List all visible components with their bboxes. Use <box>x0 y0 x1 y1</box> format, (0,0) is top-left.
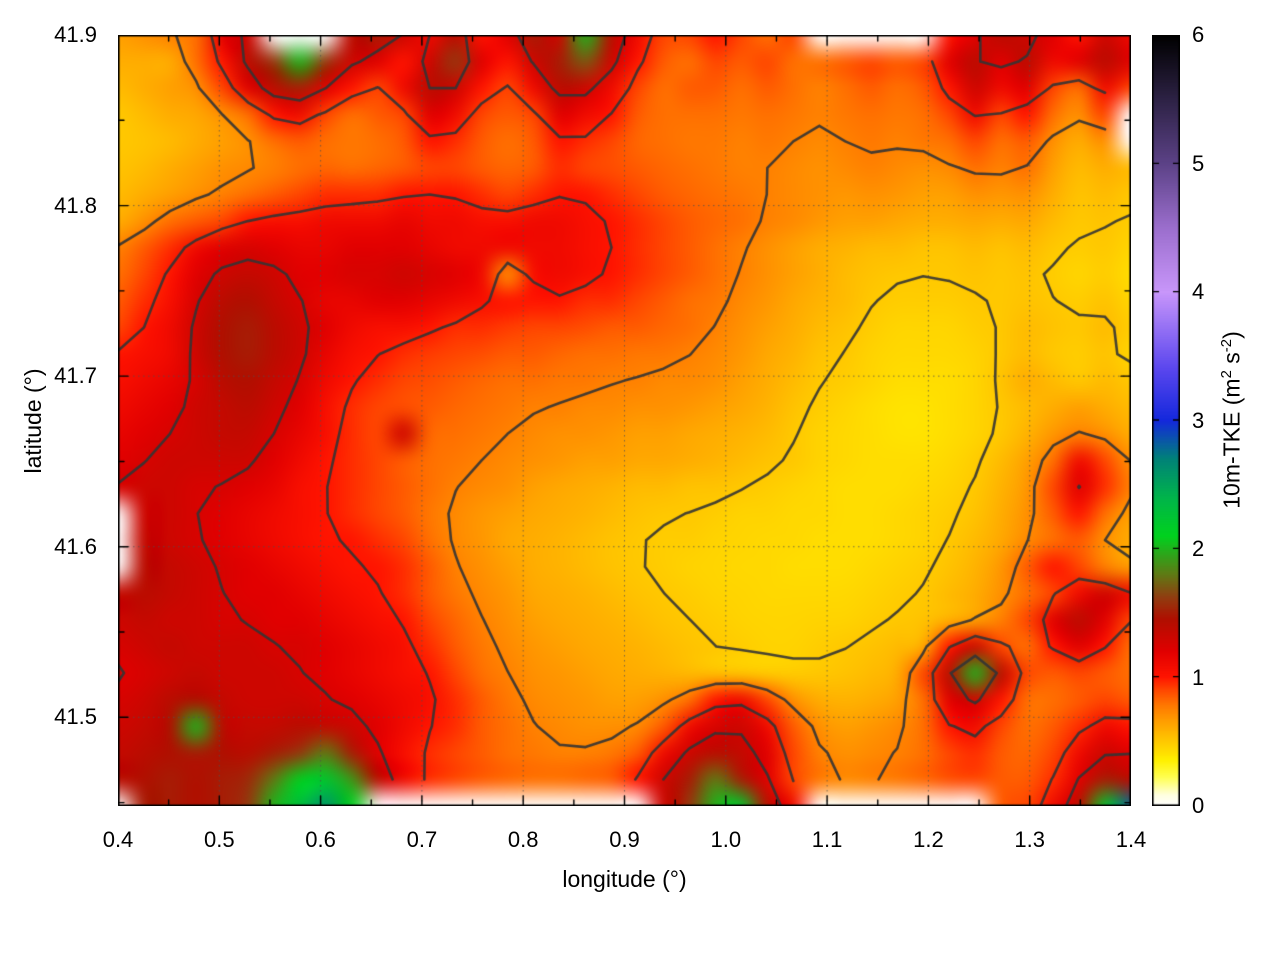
colorbar-title-sup1: 2 <box>1218 370 1235 379</box>
x-tick-label: 1.1 <box>811 827 843 852</box>
x-tick-label: 0.6 <box>305 827 336 852</box>
y-tick-label: 41.8 <box>54 192 97 218</box>
x-tick-label: 1.2 <box>913 827 944 852</box>
y-axis-title: latitude (°) <box>20 368 46 474</box>
y-tick-label: 41.9 <box>54 22 97 47</box>
colorbar-tick-label: 3 <box>1192 407 1205 433</box>
x-tick-label: 0.5 <box>204 827 235 852</box>
colorbar <box>1152 35 1180 806</box>
x-tick-label: 0.4 <box>102 827 134 852</box>
colorbar-tick-label: 5 <box>1192 150 1205 176</box>
colorbar-title-suffix: ) <box>1218 331 1245 339</box>
x-tick-label: 1.4 <box>1115 827 1147 852</box>
x-tick-label: 0.8 <box>507 827 539 852</box>
x-tick-label: 0.7 <box>406 827 438 852</box>
y-tick-label: 41.6 <box>54 533 97 559</box>
colorbar-title: 10m-TKE (m2 s-2) <box>1218 288 1246 552</box>
x-tick-label: 0.9 <box>609 827 640 852</box>
x-axis-title: longitude (°) <box>562 866 687 892</box>
colorbar-tick-label: 6 <box>1192 22 1205 47</box>
y-tick-label: 41.5 <box>54 704 97 730</box>
colorbar-tick-label: 0 <box>1192 793 1205 818</box>
heatmap-plot-area <box>118 35 1131 806</box>
colorbar-tick-label: 2 <box>1192 536 1205 561</box>
y-tick-label: 41.7 <box>54 363 97 389</box>
colorbar-title-prefix: 10m-TKE (m <box>1218 378 1245 509</box>
colorbar-tick-label: 1 <box>1192 664 1205 690</box>
colorbar-title-sup2: -2 <box>1218 338 1235 353</box>
colorbar-title-mid: s <box>1218 352 1245 371</box>
x-tick-label: 1.0 <box>710 827 742 852</box>
colorbar-tick-label: 4 <box>1192 279 1205 304</box>
x-tick-label: 1.3 <box>1014 827 1045 852</box>
